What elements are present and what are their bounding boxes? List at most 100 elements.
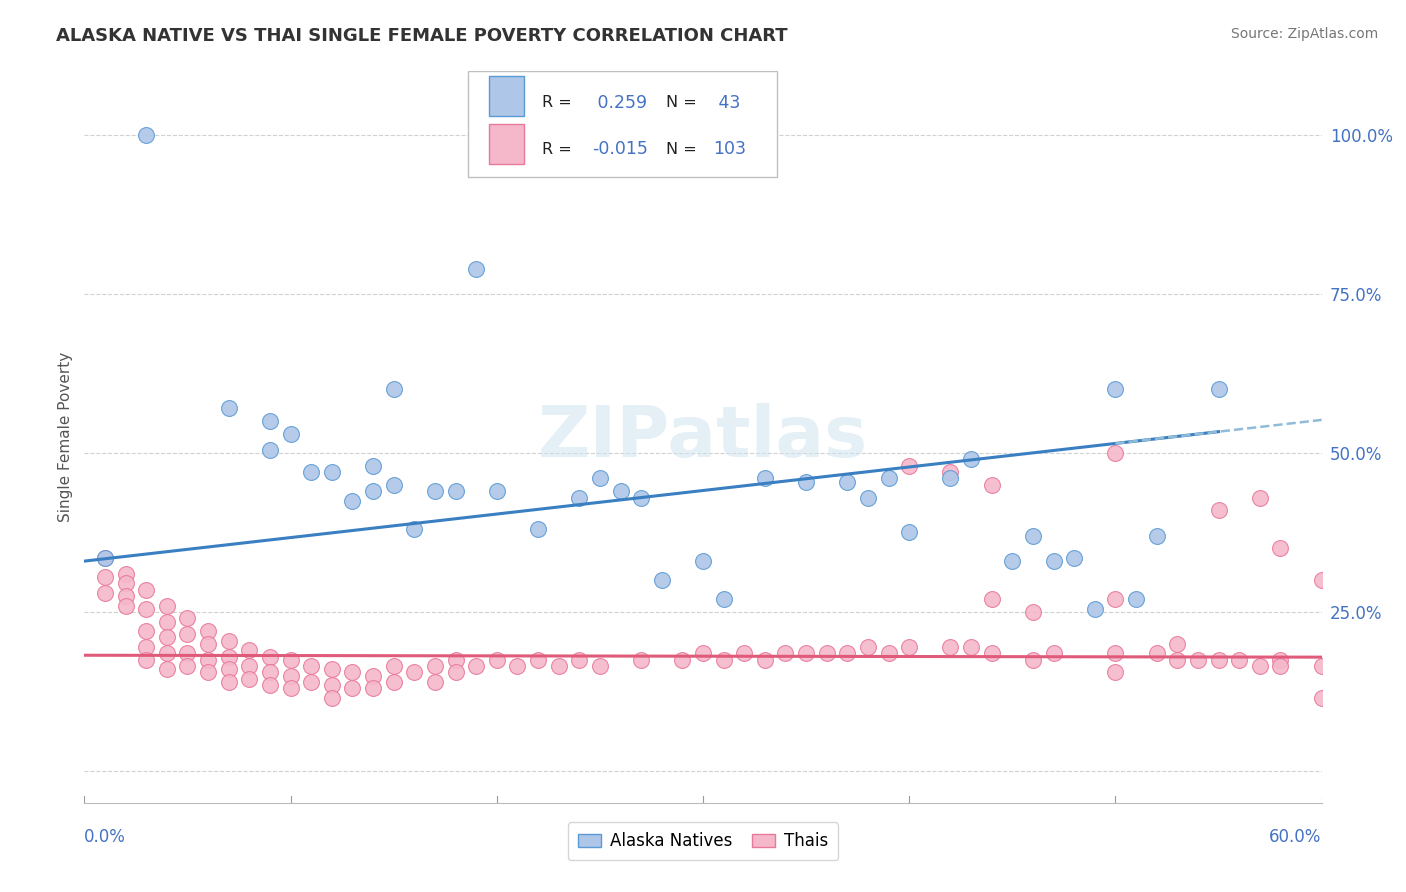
Point [176, 611, 198, 625]
Point [630, 491, 652, 505]
Point [280, 653, 302, 667]
Point [299, 659, 322, 673]
Point [754, 653, 776, 667]
Point [238, 659, 260, 673]
Point [321, 678, 343, 692]
Point [218, 401, 240, 416]
Point [361, 458, 384, 473]
Point [114, 566, 136, 581]
Point [382, 383, 405, 397]
Point [980, 477, 1002, 491]
Point [1310, 573, 1333, 587]
Bar [489, 124, 523, 164]
Point [630, 653, 652, 667]
Point [156, 615, 179, 629]
Point [568, 653, 591, 667]
Point [197, 624, 219, 638]
Point [465, 261, 488, 276]
Point [898, 525, 921, 540]
Point [856, 640, 879, 654]
Point [156, 599, 179, 613]
Point [1166, 637, 1188, 651]
Point [299, 675, 322, 690]
Point [114, 599, 136, 613]
Point [485, 484, 508, 499]
FancyBboxPatch shape [468, 71, 778, 178]
Point [238, 672, 260, 686]
Point [527, 653, 550, 667]
Point [775, 646, 797, 660]
Point [444, 665, 467, 680]
Point [114, 576, 136, 591]
Point [1042, 554, 1064, 568]
Point [1104, 383, 1126, 397]
Point [1249, 659, 1271, 673]
Text: -0.015: -0.015 [592, 140, 648, 158]
Point [259, 649, 281, 664]
Point [1270, 659, 1292, 673]
Point [1146, 529, 1168, 543]
Point [135, 128, 157, 142]
Point [1146, 646, 1168, 660]
Point [754, 471, 776, 485]
Point [280, 681, 302, 696]
Text: ZIPatlas: ZIPatlas [538, 402, 868, 472]
Text: 103: 103 [713, 140, 747, 158]
Point [898, 640, 921, 654]
Point [404, 522, 426, 536]
Point [980, 592, 1002, 607]
Point [299, 465, 322, 479]
Point [692, 554, 714, 568]
Point [94, 550, 117, 565]
Text: N =: N = [666, 142, 696, 157]
Point [444, 653, 467, 667]
Point [1022, 605, 1045, 619]
Point [259, 678, 281, 692]
Point [94, 570, 117, 584]
Point [856, 491, 879, 505]
Point [877, 471, 900, 485]
Point [713, 653, 735, 667]
Point [1022, 653, 1045, 667]
Point [156, 631, 179, 645]
Point [1208, 503, 1230, 517]
Point [321, 690, 343, 705]
Point [218, 649, 240, 664]
Point [506, 659, 529, 673]
Point [1208, 383, 1230, 397]
Point [1249, 491, 1271, 505]
Point [259, 414, 281, 428]
Point [485, 653, 508, 667]
Point [197, 637, 219, 651]
Point [1208, 653, 1230, 667]
Point [1063, 550, 1085, 565]
Text: 0.0%: 0.0% [84, 829, 127, 847]
Point [1084, 602, 1107, 616]
Point [280, 426, 302, 441]
Point [527, 522, 550, 536]
Point [197, 653, 219, 667]
Point [837, 475, 859, 489]
Point [1270, 653, 1292, 667]
Point [238, 643, 260, 657]
Point [980, 646, 1002, 660]
Point [218, 675, 240, 690]
Point [156, 662, 179, 676]
Point [877, 646, 900, 660]
Point [342, 493, 364, 508]
Point [135, 582, 157, 597]
Point [1104, 665, 1126, 680]
Point [1104, 646, 1126, 660]
Y-axis label: Single Female Poverty: Single Female Poverty [58, 352, 73, 522]
Point [1270, 541, 1292, 556]
Point [651, 573, 673, 587]
Point [939, 465, 962, 479]
Point [1104, 446, 1126, 460]
Point [794, 475, 817, 489]
Point [361, 668, 384, 682]
Point [135, 653, 157, 667]
Point [1310, 659, 1333, 673]
Text: R =: R = [543, 142, 572, 157]
Point [568, 491, 591, 505]
Point [589, 471, 612, 485]
